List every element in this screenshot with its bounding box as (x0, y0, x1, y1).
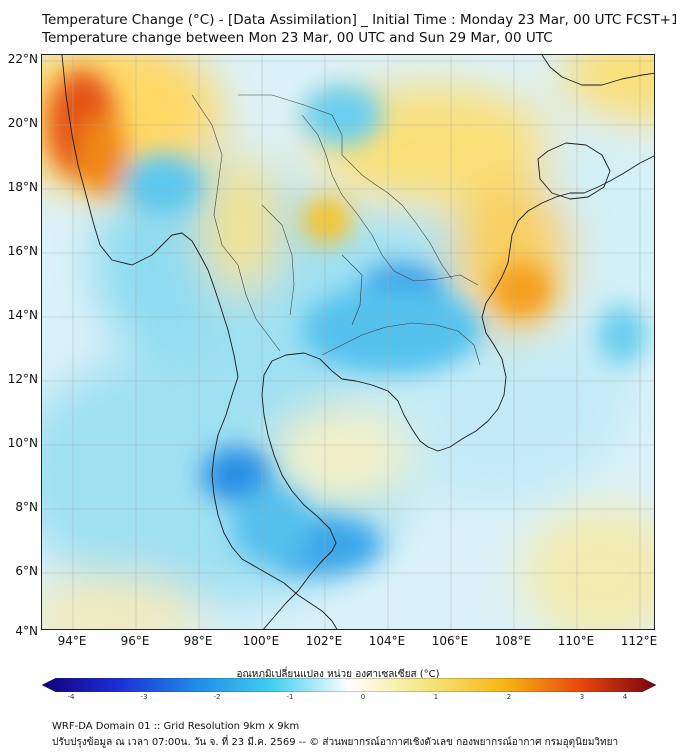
map-title: Temperature Change (°C) - [Data Assimila… (42, 12, 676, 28)
colorbar-tick: -3 (140, 693, 148, 701)
lon-label-102: 102°E (305, 634, 343, 648)
lon-label-108: 108°E (494, 634, 532, 648)
colorbar-tick: -2 (213, 693, 221, 701)
lat-label-18: 18°N (7, 180, 38, 194)
lat-label-16: 16°N (7, 244, 38, 258)
coastlines (61, 55, 654, 629)
lon-label-100: 100°E (242, 634, 280, 648)
colorbar-tick: 0 (360, 693, 366, 701)
map-subtitle: Temperature change between Mon 23 Mar, 0… (42, 30, 553, 46)
lat-label-10: 10°N (7, 436, 38, 450)
colorbar-tick: 3 (579, 693, 585, 701)
temperature-change-map (41, 54, 655, 630)
colorbar (42, 678, 656, 692)
admin-boundaries (191, 94, 481, 366)
graticule (42, 55, 654, 629)
lat-label-20: 20°N (7, 116, 38, 130)
colorbar-tick: -4 (67, 693, 75, 701)
colorbar-tick: 4 (622, 693, 628, 701)
lon-label-94: 94°E (57, 634, 87, 648)
lat-label-14: 14°N (7, 308, 38, 322)
map-canvas (42, 55, 654, 629)
credit-line: ปรับปรุงข้อมูล ณ เวลา 07:00น. วัน จ. ที่… (52, 737, 619, 748)
colorbar-tick: 2 (506, 693, 512, 701)
colorbar-title: อุณหภูมิเปลี่ยนแปลง หน่วย องศาเซลเซียส (… (236, 669, 440, 680)
lat-label-8: 8°N (15, 500, 38, 514)
lon-label-104: 104°E (368, 634, 406, 648)
colorbar-tick: -1 (286, 693, 294, 701)
lon-label-112: 112°E (620, 634, 658, 648)
model-info: WRF-DA Domain 01 :: Grid Resolution 9km … (52, 721, 300, 732)
lon-label-98: 98°E (183, 634, 213, 648)
lat-label-6: 6°N (15, 564, 38, 578)
lat-label-12: 12°N (7, 372, 38, 386)
lon-label-110: 110°E (557, 634, 595, 648)
field-detail-layer (47, 70, 647, 575)
lon-label-96: 96°E (120, 634, 150, 648)
colorbar-tick: 1 (433, 693, 439, 701)
colorbar-bar (42, 678, 656, 692)
lat-label-4: 4°N (15, 624, 38, 638)
lat-label-22: 22°N (7, 52, 38, 66)
lon-label-106: 106°E (431, 634, 469, 648)
